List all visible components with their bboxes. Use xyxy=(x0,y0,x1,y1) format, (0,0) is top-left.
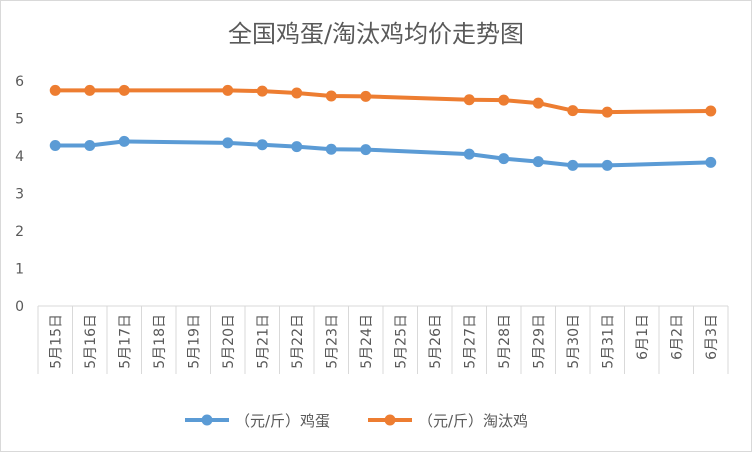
data-point xyxy=(256,139,268,151)
data-point xyxy=(360,90,372,102)
x-tick-label: 5月16日 xyxy=(83,314,99,369)
legend-marker xyxy=(384,414,396,426)
series-layer xyxy=(49,84,717,171)
series-line-0 xyxy=(53,139,713,168)
data-point xyxy=(360,144,372,156)
data-point xyxy=(325,90,337,102)
x-tick-label: 5月21日 xyxy=(255,314,271,369)
y-tick-label: 1 xyxy=(15,262,24,278)
data-point xyxy=(49,140,61,151)
x-tick-label: 5月20日 xyxy=(221,314,237,369)
y-tick-label: 5 xyxy=(15,112,24,128)
data-point xyxy=(567,105,579,117)
data-point xyxy=(118,84,130,96)
data-point xyxy=(256,85,268,97)
data-point xyxy=(705,105,717,117)
y-tick-label: 0 xyxy=(15,299,24,315)
x-tick-label: 6月2日 xyxy=(669,314,685,360)
x-tick-label: 5月22日 xyxy=(290,314,306,369)
x-tick-label: 5月30日 xyxy=(566,314,582,369)
data-point xyxy=(325,143,337,155)
data-point xyxy=(291,141,303,153)
data-point xyxy=(291,87,303,99)
x-tick-label: 5月19日 xyxy=(186,314,202,369)
y-tick-label: 6 xyxy=(15,74,24,90)
data-point xyxy=(498,94,510,106)
x-tick-label: 5月24日 xyxy=(359,314,375,369)
x-tick-label: 5月29日 xyxy=(531,314,547,369)
y-axis: 0 1 2 3 4 5 6 xyxy=(15,74,24,315)
legend: （元/斤）鸡蛋 （元/斤）淘汰鸡 xyxy=(185,412,528,430)
x-tick-label: 6月3日 xyxy=(704,314,720,360)
legend-marker xyxy=(201,414,213,426)
data-point xyxy=(118,135,130,147)
x-tick-label: 5月28日 xyxy=(497,314,513,369)
y-tick-label: 2 xyxy=(15,224,24,240)
data-point xyxy=(532,97,544,109)
data-point xyxy=(84,84,96,96)
data-point xyxy=(601,106,613,118)
x-tick-label: 5月31日 xyxy=(600,314,616,369)
data-point xyxy=(567,159,579,171)
data-point xyxy=(222,84,234,96)
data-point xyxy=(222,137,234,149)
data-point xyxy=(532,156,544,168)
data-point xyxy=(705,156,717,168)
chart-title: 全国鸡蛋/淘汰鸡均价走势图 xyxy=(227,20,525,48)
data-point xyxy=(601,159,613,171)
x-tick-label: 5月18日 xyxy=(152,314,168,369)
data-point xyxy=(84,140,96,151)
data-point xyxy=(498,153,510,165)
x-tick-label: 5月23日 xyxy=(324,314,340,369)
data-point xyxy=(463,94,475,106)
x-tick-label: 5月17日 xyxy=(117,314,133,369)
data-point xyxy=(49,84,61,96)
x-tick-label: 6月1日 xyxy=(635,314,651,360)
y-tick-label: 3 xyxy=(15,187,24,203)
series-line-1 xyxy=(53,88,713,115)
x-tick-label: 5月25日 xyxy=(393,314,409,369)
x-tick-label: 5月26日 xyxy=(428,314,444,369)
data-point xyxy=(463,148,475,160)
x-tick-label: 5月27日 xyxy=(462,314,478,369)
legend-label: （元/斤）淘汰鸡 xyxy=(418,412,528,430)
x-tick-label: 5月15日 xyxy=(48,314,64,369)
legend-label: （元/斤）鸡蛋 xyxy=(235,412,330,430)
y-tick-label: 4 xyxy=(15,149,24,165)
x-axis: 5月15日 5月16日 5月17日 5月18日 5月19日 5月20日 5月21日 5月22日… xyxy=(37,305,729,374)
